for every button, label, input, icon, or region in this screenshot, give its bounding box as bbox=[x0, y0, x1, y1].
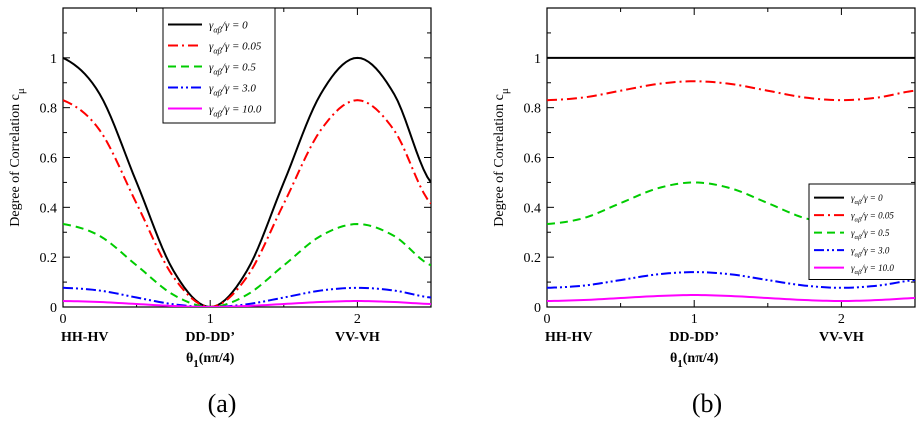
legend-label-3: γαβ/γ = 3.0 bbox=[209, 82, 256, 97]
y-tick-label: 1 bbox=[534, 52, 541, 67]
category-label: HH-HV bbox=[61, 330, 108, 345]
series-line-3 bbox=[63, 286, 431, 307]
x-tick-label: 1 bbox=[691, 312, 698, 327]
legend-label-1: γαβ/γ = 0.05 bbox=[851, 210, 894, 223]
x-tick-label: 1 bbox=[207, 312, 214, 327]
x-axis-label: θ1(nπ/4) bbox=[186, 351, 235, 370]
x-tick-label: 0 bbox=[544, 312, 551, 327]
legend-label-0: γαβ/γ = 0 bbox=[209, 19, 248, 34]
category-label: HH-HV bbox=[545, 330, 592, 345]
y-axis-label: Degree of Correlation cμ bbox=[8, 88, 27, 227]
panel-label: (a) bbox=[208, 389, 237, 418]
legend-box bbox=[808, 183, 916, 280]
x-tick-label: 2 bbox=[838, 312, 845, 327]
x-tick-label: 0 bbox=[60, 312, 67, 327]
y-tick-label: 0.4 bbox=[40, 201, 58, 216]
series-line-4 bbox=[63, 300, 431, 307]
legend: γαβ/γ = 0 γαβ/γ = 0.05 γαβ/γ = 0.5 γαβ/γ = … bbox=[162, 7, 276, 124]
legend-label-2: γαβ/γ = 0.5 bbox=[851, 228, 890, 241]
category-label: DD-DD’ bbox=[185, 330, 235, 345]
y-tick-label: 0.6 bbox=[524, 152, 542, 167]
legend-label-4: γαβ/γ = 10.0 bbox=[209, 103, 262, 118]
y-tick-label: 0.8 bbox=[524, 102, 542, 117]
y-tick-label: 0.4 bbox=[524, 201, 542, 216]
category-label: VV-VH bbox=[819, 330, 864, 345]
y-tick-label: 0.6 bbox=[40, 152, 58, 167]
series-line-4 bbox=[547, 294, 915, 303]
y-tick-label: 0 bbox=[50, 301, 57, 316]
legend-label-4: γαβ/γ = 10.0 bbox=[851, 263, 894, 276]
legend-label-1: γαβ/γ = 0.05 bbox=[209, 40, 262, 55]
y-tick-label: 0 bbox=[534, 301, 541, 316]
y-tick-label: 0.2 bbox=[40, 251, 58, 266]
series-line-1 bbox=[63, 99, 431, 307]
category-label: VV-VH bbox=[335, 330, 380, 345]
category-label: DD-DD’ bbox=[669, 330, 719, 345]
legend-box bbox=[162, 7, 276, 124]
series-line-3 bbox=[547, 271, 915, 289]
legend-label-2: γαβ/γ = 0.5 bbox=[209, 61, 256, 76]
y-tick-label: 1 bbox=[50, 52, 57, 67]
series-line-0 bbox=[63, 56, 431, 307]
series-group bbox=[63, 56, 431, 307]
legend-label-0: γαβ/γ = 0 bbox=[851, 193, 883, 206]
x-axis-label: θ1(nπ/4) bbox=[670, 351, 719, 370]
series-group bbox=[547, 56, 915, 303]
series-line-1 bbox=[547, 80, 915, 102]
x-tick-label: 2 bbox=[354, 312, 361, 327]
chart-panel-b: 0 0.2 0.4 0.6 0.8 1 0 1 2 HH-HV DD-DD’ VV-VH θ1(nπ/4… bbox=[492, 7, 916, 418]
chart-panel-a: 0 0.2 0.4 0.6 0.8 1 0 1 2 HH-HV DD-DD’ VV-VH θ1(nπ/4… bbox=[8, 7, 432, 418]
y-tick-label: 0.2 bbox=[524, 251, 542, 266]
y-axis-label: Degree of Correlation cμ bbox=[492, 88, 511, 227]
panel-label: (b) bbox=[692, 389, 722, 418]
y-tick-label: 0.8 bbox=[40, 102, 58, 117]
legend-label-3: γαβ/γ = 3.0 bbox=[851, 245, 890, 258]
series-line-2 bbox=[63, 223, 431, 307]
legend: γαβ/γ = 0 γαβ/γ = 0.05 γαβ/γ = 0.5 γαβ/γ = … bbox=[808, 183, 916, 280]
